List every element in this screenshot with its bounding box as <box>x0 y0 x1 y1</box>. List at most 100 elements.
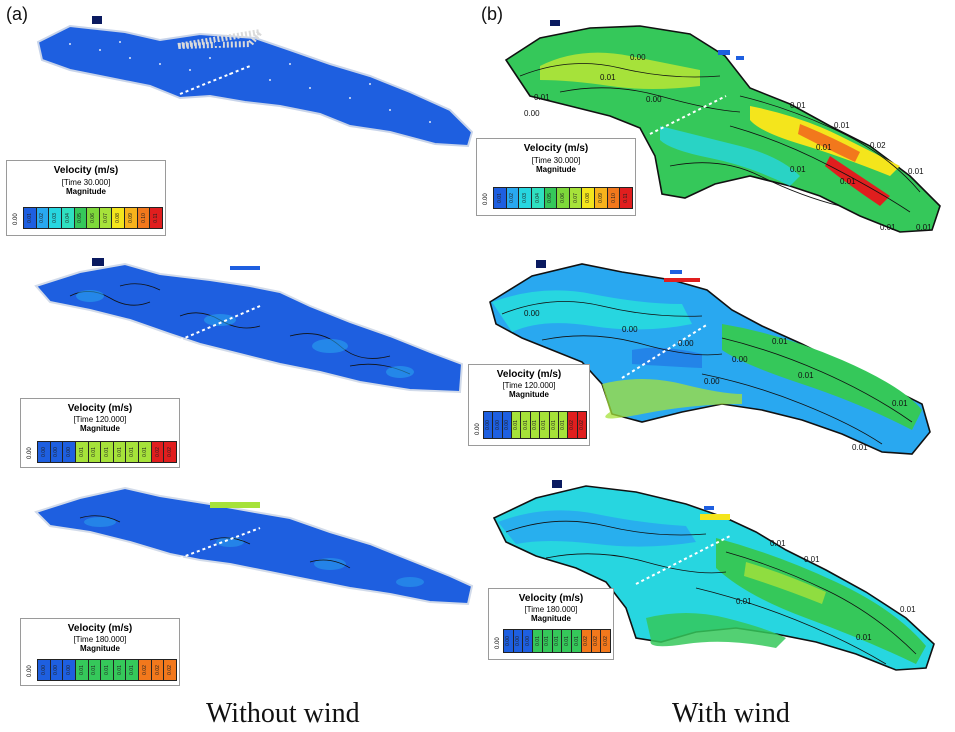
colorbar-cell: 0.01 <box>113 660 127 680</box>
contour-label: 0.01 <box>770 539 786 548</box>
colorbar-cell: 0.09 <box>595 188 608 208</box>
colorbar-cell: 0.00 <box>493 412 503 438</box>
colorbar-cell: 0.01 <box>139 442 152 462</box>
colorbar-cell: 0.00 <box>513 630 524 652</box>
colorbar-cell: 0.01 <box>530 412 541 438</box>
panel-label-a: (a) <box>6 4 28 24</box>
caption-with-wind: With wind <box>672 698 790 729</box>
legend-a1: Velocity (m/s) [Time 30.000] Magnitude 0… <box>6 160 166 236</box>
colorbar-cell: 0.01 <box>540 412 550 438</box>
contour-label: 0.00 <box>678 339 694 348</box>
contour-label: 0.01 <box>880 223 896 232</box>
legend-colorbar: 0.01 0.02 0.03 0.04 0.05 0.06 0.07 0.08 … <box>493 187 633 209</box>
colorbar-cell: 0.11 <box>620 188 633 208</box>
legend-magnitude: Magnitude <box>80 644 120 653</box>
colorbar-cell: 0.05 <box>544 188 558 208</box>
colorbar-cell: 0.02 <box>591 630 602 652</box>
colorbar-cell: 0.02 <box>164 442 177 462</box>
colorbar-cell: 0.00 <box>38 442 51 462</box>
contour-label: 0.01 <box>816 143 832 152</box>
legend-zero: 0.00 <box>475 423 481 435</box>
colorbar-cell: 0.04 <box>61 208 75 228</box>
legend-magnitude: Magnitude <box>509 390 549 399</box>
colorbar-cell: 0.00 <box>50 442 64 462</box>
legend-title: Velocity (m/s) <box>496 369 562 380</box>
colorbar-cell: 0.10 <box>607 188 621 208</box>
colorbar-cell: 0.01 <box>512 412 522 438</box>
colorbar-cell: 0.02 <box>151 442 165 462</box>
colorbar-cell: 0.01 <box>572 630 582 652</box>
contour-label: 0.02 <box>870 141 886 150</box>
legend-b1: Velocity (m/s) [Time 30.000] Magnitude 0… <box>476 138 636 216</box>
colorbar-cell: 0.02 <box>164 660 177 680</box>
colorbar-cell: 0.02 <box>36 208 50 228</box>
velocity-map-a2 <box>34 258 464 394</box>
colorbar-cell: 0.01 <box>88 660 102 680</box>
contour-label: 0.00 <box>732 355 748 364</box>
contour-label: 0.01 <box>916 223 932 232</box>
colorbar-cell: 0.00 <box>484 412 494 438</box>
contour-label: 0.01 <box>790 165 806 174</box>
legend-zero: 0.00 <box>495 637 501 649</box>
colorbar-cell: 0.01 <box>101 442 114 462</box>
colorbar-cell: 0.08 <box>582 188 596 208</box>
legend-time: [Time 120.000] <box>502 381 556 390</box>
legend-title: Velocity (m/s) <box>518 593 584 604</box>
legend-colorbar: 0.00 0.00 0.00 0.01 0.01 0.01 0.01 0.01 … <box>483 411 587 439</box>
legend-magnitude: Magnitude <box>531 614 571 623</box>
legend-time: [Time 180.000] <box>524 605 578 614</box>
colorbar-cell: 0.00 <box>63 660 76 680</box>
colorbar-cell: 0.03 <box>49 208 62 228</box>
contour-label: 0.01 <box>772 337 788 346</box>
legend-zero: 0.00 <box>483 193 489 205</box>
legend-time: [Time 180.000] <box>73 635 127 644</box>
legend-b2: Velocity (m/s) [Time 120.000] Magnitude … <box>468 364 590 446</box>
colorbar-cell: 0.01 <box>75 442 89 462</box>
legend-zero: 0.00 <box>27 447 33 459</box>
colorbar-cell: 0.10 <box>137 208 151 228</box>
colorbar-cell: 0.08 <box>112 208 126 228</box>
contour-label: 0.01 <box>804 555 820 564</box>
colorbar-cell: 0.00 <box>523 630 534 652</box>
colorbar-cell: 0.01 <box>494 188 507 208</box>
colorbar-cell: 0.01 <box>101 660 114 680</box>
contour-label: 0.01 <box>908 167 924 176</box>
legend-zero: 0.00 <box>27 665 33 677</box>
contour-label: 0.00 <box>524 309 540 318</box>
colorbar-cell: 0.02 <box>577 412 586 438</box>
contour-label: 0.01 <box>900 605 916 614</box>
colorbar-cell: 0.01 <box>549 412 559 438</box>
colorbar-cell: 0.01 <box>113 442 127 462</box>
colorbar-cell: 0.01 <box>126 442 140 462</box>
colorbar-cell: 0.06 <box>557 188 570 208</box>
colorbar-cell: 0.07 <box>569 188 583 208</box>
colorbar-cell: 0.00 <box>504 630 514 652</box>
velocity-map-b1: 0.00 0.01 0.01 0.00 0.00 0.01 0.01 0.01 … <box>504 20 941 233</box>
legend-title: Velocity (m/s) <box>67 403 133 414</box>
legend-zero: 0.00 <box>13 213 19 225</box>
colorbar-cell: 0.02 <box>601 630 611 652</box>
contour-label: 0.00 <box>704 377 720 386</box>
colorbar-cell: 0.07 <box>99 208 113 228</box>
velocity-map-a1 <box>36 16 474 148</box>
legend-colorbar: 0.00 0.00 0.00 0.01 0.01 0.01 0.01 0.01 … <box>37 659 177 681</box>
contour-label: 0.01 <box>534 93 550 102</box>
colorbar-cell: 0.01 <box>542 630 553 652</box>
colorbar-cell: 0.01 <box>558 412 569 438</box>
contour-label: 0.01 <box>834 121 850 130</box>
contour-label: 0.00 <box>630 53 646 62</box>
colorbar-cell: 0.02 <box>568 412 578 438</box>
colorbar-cell: 0.01 <box>552 630 563 652</box>
colorbar-cell: 0.01 <box>562 630 573 652</box>
contour-label: 0.00 <box>646 95 662 104</box>
velocity-map-b3: 0.01 0.01 0.01 0.01 0.01 <box>492 480 935 671</box>
contour-label: 0.00 <box>524 109 540 118</box>
contour-label: 0.01 <box>840 177 856 186</box>
caption-without-wind: Without wind <box>206 698 360 729</box>
colorbar-cell: 0.00 <box>502 412 513 438</box>
contour-label: 0.01 <box>790 101 806 110</box>
colorbar-cell: 0.00 <box>50 660 64 680</box>
colorbar-cell: 0.01 <box>126 660 140 680</box>
colorbar-cell: 0.04 <box>531 188 545 208</box>
colorbar-cell: 0.06 <box>87 208 100 228</box>
